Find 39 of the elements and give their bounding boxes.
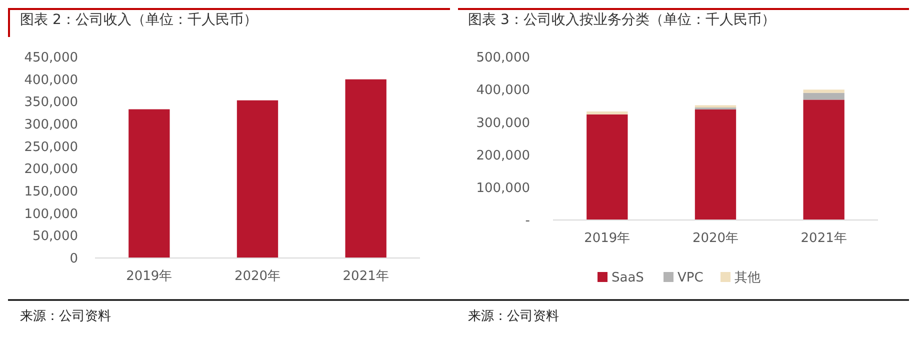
y-tick-label: 200,000 (476, 148, 530, 164)
y-tick-label: 400,000 (24, 72, 78, 88)
y-tick-label: - (525, 214, 530, 229)
legend-label: 其他 (734, 270, 760, 286)
legend-label: SaaS (612, 270, 644, 286)
y-tick-label: 450,000 (24, 50, 78, 66)
y-tick-label: 0 (70, 252, 78, 267)
bar (803, 90, 844, 93)
y-tick-label: 200,000 (24, 162, 78, 178)
y-tick-label: 300,000 (476, 116, 530, 131)
y-tick-label: 500,000 (476, 50, 530, 66)
x-tick-label: 2019年 (584, 231, 630, 246)
bar (694, 109, 736, 220)
bar (803, 92, 844, 100)
bar (803, 100, 844, 220)
bar (128, 109, 170, 258)
x-tick-label: 2019年 (126, 269, 172, 284)
source-note: 来源：公司资料 (468, 309, 559, 324)
y-tick-label: 300,000 (24, 118, 78, 133)
bar (345, 79, 386, 258)
bar (236, 100, 278, 258)
y-tick-label: 350,000 (24, 95, 78, 110)
bar (586, 111, 628, 114)
x-tick-label: 2020年 (234, 269, 281, 284)
chart-title: 图表 2：公司收入（单位：千人民币） (20, 12, 258, 28)
y-tick-label: 100,000 (24, 206, 78, 222)
source-note: 来源：公司资料 (20, 309, 111, 324)
chart-title: 图表 3：公司收入按业务分类（单位：千人民币） (468, 12, 776, 28)
legend-label: VPC (678, 270, 704, 286)
y-tick-label: 50,000 (32, 229, 78, 244)
y-tick-label: 400,000 (476, 83, 530, 98)
bar (586, 114, 628, 220)
y-tick-label: 250,000 (24, 140, 78, 155)
y-tick-label: 150,000 (24, 184, 78, 200)
x-tick-label: 2021年 (342, 269, 389, 284)
x-tick-label: 2021年 (800, 231, 847, 246)
bar (694, 105, 736, 108)
x-tick-label: 2020年 (692, 231, 739, 246)
y-tick-label: 100,000 (476, 180, 530, 196)
